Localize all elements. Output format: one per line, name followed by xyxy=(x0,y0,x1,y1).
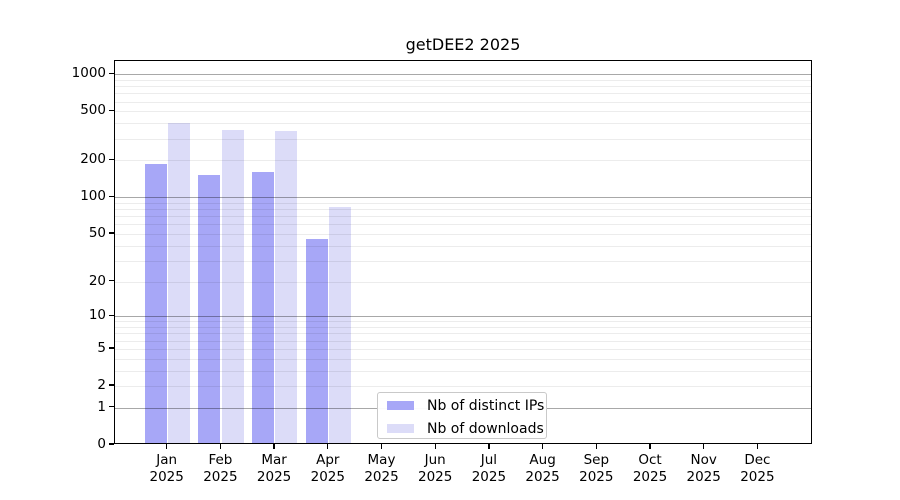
y-tick-label: 5 xyxy=(97,339,106,356)
y-tick-label: 500 xyxy=(80,102,106,119)
minor-gridline xyxy=(115,138,811,140)
y-axis-tick xyxy=(109,158,114,161)
minor-gridline xyxy=(115,321,811,323)
x-tick-label-jan: Jan 2025 xyxy=(149,452,184,485)
minor-gridline xyxy=(115,224,811,226)
x-axis-tick xyxy=(219,444,222,449)
legend-swatch-distinct-ips xyxy=(387,401,414,410)
y-axis-tick xyxy=(109,109,114,112)
x-tick-label-may: May 2025 xyxy=(364,452,399,485)
y-axis-tick xyxy=(109,195,114,198)
y-axis-tick xyxy=(109,279,114,282)
minor-gridline xyxy=(115,358,811,360)
y-axis-tick xyxy=(109,443,114,445)
x-axis-tick xyxy=(380,444,383,449)
legend-label-downloads: Nb of downloads xyxy=(427,420,544,437)
y-axis-tick xyxy=(109,347,114,349)
minor-gridline xyxy=(115,327,811,329)
x-axis-tick xyxy=(434,444,436,449)
x-axis-tick xyxy=(327,444,329,449)
minor-gridline xyxy=(115,216,811,218)
legend-label-distinct-ips: Nb of distinct IPs xyxy=(427,397,545,414)
chart-title: getDEE2 2025 xyxy=(405,35,521,54)
x-tick-label-aug: Aug 2025 xyxy=(525,452,560,485)
y-tick-label: 50 xyxy=(88,225,106,241)
minor-gridline xyxy=(115,86,811,88)
major-gridline xyxy=(115,74,811,76)
minor-gridline xyxy=(115,123,811,125)
bar-distinct-ips-mar xyxy=(251,171,274,443)
y-tick-label: 1000 xyxy=(71,65,106,82)
y-axis-tick xyxy=(109,232,114,234)
y-tick-label: 0 xyxy=(97,436,106,452)
x-tick-label-apr: Apr 2025 xyxy=(310,452,345,485)
minor-gridline xyxy=(115,333,811,335)
bar-distinct-ips-feb xyxy=(198,174,221,443)
x-axis-tick xyxy=(541,444,544,449)
bar-distinct-ips-apr xyxy=(305,238,328,443)
x-tick-label-nov: Nov 2025 xyxy=(686,452,721,485)
minor-gridline xyxy=(115,234,811,235)
x-tick-label-oct: Oct 2025 xyxy=(632,452,668,485)
minor-gridline xyxy=(115,93,811,95)
major-gridline xyxy=(115,316,811,318)
x-tick-label-feb: Feb 2025 xyxy=(203,452,238,485)
bar-downloads-mar xyxy=(275,130,298,443)
minor-gridline xyxy=(115,101,811,103)
y-tick-label: 20 xyxy=(88,272,106,289)
x-axis-tick xyxy=(649,444,651,449)
minor-gridline xyxy=(115,281,811,283)
y-tick-label: 100 xyxy=(80,188,106,205)
major-gridline xyxy=(115,197,811,199)
minor-gridline xyxy=(115,260,811,262)
x-axis-tick xyxy=(273,444,275,449)
bar-downloads-jan xyxy=(167,123,190,443)
minor-gridline xyxy=(115,111,811,113)
bar-distinct-ips-jan xyxy=(144,163,167,443)
minor-gridline xyxy=(115,203,811,204)
x-axis-tick xyxy=(166,444,168,449)
y-axis-tick xyxy=(109,314,114,316)
minor-gridline xyxy=(115,370,811,372)
minor-gridline xyxy=(115,209,811,211)
legend-swatch-downloads xyxy=(387,424,414,433)
x-tick-label-jul: Jul 2025 xyxy=(471,452,507,485)
bar-downloads-feb xyxy=(221,130,244,443)
minor-gridline xyxy=(115,79,811,81)
x-axis-tick xyxy=(595,444,597,449)
legend-row-downloads: Nb of downloads xyxy=(378,418,546,439)
minor-gridline xyxy=(115,340,811,342)
bar-downloads-apr xyxy=(329,207,351,443)
minor-gridline xyxy=(115,386,811,388)
x-tick-label-jun: Jun 2025 xyxy=(418,452,453,485)
plot-area xyxy=(114,60,812,444)
y-axis-tick xyxy=(109,406,114,408)
x-tick-label-dec: Dec 2025 xyxy=(740,452,775,485)
legend: Nb of distinct IPs Nb of downloads xyxy=(377,392,547,439)
x-tick-label-mar: Mar 2025 xyxy=(256,452,292,485)
minor-gridline xyxy=(115,245,811,247)
y-axis-tick xyxy=(109,384,114,386)
y-tick-label: 2 xyxy=(97,377,106,394)
x-tick-label-sep: Sep 2025 xyxy=(579,452,614,485)
minor-gridline xyxy=(115,348,811,350)
y-tick-label: 10 xyxy=(88,307,106,324)
y-tick-label: 1 xyxy=(97,398,106,415)
y-axis-tick xyxy=(109,72,114,74)
x-axis-tick xyxy=(488,444,490,449)
y-tick-label: 200 xyxy=(80,151,106,168)
minor-gridline xyxy=(115,160,811,162)
x-axis-tick xyxy=(703,444,705,449)
x-axis-tick xyxy=(756,444,759,449)
legend-row-distinct-ips: Nb of distinct IPs xyxy=(378,395,546,416)
